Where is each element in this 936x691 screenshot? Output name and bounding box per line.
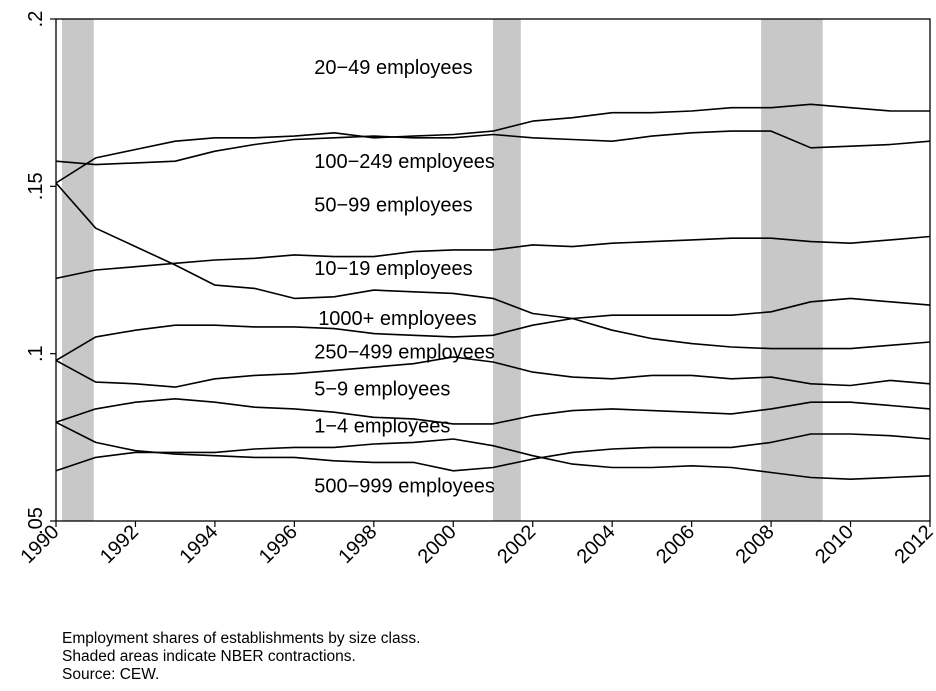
x-tick-label: 2000 <box>414 521 461 568</box>
series-label-4: 10−19 employees <box>314 258 472 280</box>
x-tick-label: 1998 <box>334 521 381 568</box>
series-label-1: 20−49 employees <box>314 57 472 79</box>
chart-notes: Employment shares of establishments by s… <box>62 630 420 684</box>
chart-area: 1990 1992 1994 1996 1998 2000 2002 2004 2006 2008… <box>17 11 936 568</box>
y-tick-label: .15 <box>25 172 47 200</box>
x-tick-label: 2006 <box>652 521 699 568</box>
recession-shading <box>61 19 823 521</box>
y-axis: .05 .1 .15 .2 <box>25 11 56 535</box>
x-tick-label: 1992 <box>96 521 143 568</box>
x-tick-label: 2004 <box>573 521 620 568</box>
series-label-6: 250−499 employees <box>314 342 495 364</box>
recession-band-2 <box>493 19 521 521</box>
series-label-9: 500−999 employees <box>314 476 495 498</box>
series-line-8 <box>55 421 931 472</box>
series-label-5: 1000+ employees <box>318 308 476 330</box>
note-description: Employment shares of establishments by s… <box>62 630 421 647</box>
x-tick-label: 2012 <box>891 521 936 568</box>
recession-band-3 <box>761 19 823 521</box>
x-axis: 1990 1992 1994 1996 1998 2000 2002 2004 2006 2008… <box>17 521 936 568</box>
series-line-2 <box>55 130 931 166</box>
series-labels: 20−49 employees 100−249 employees 50−99 em… <box>314 57 495 497</box>
series-lines <box>55 103 931 481</box>
series-line-4 <box>55 182 931 350</box>
series-line-5 <box>55 297 931 362</box>
plot-frame <box>55 18 931 522</box>
series-line-9 <box>55 438 931 481</box>
y-tick-label: .2 <box>25 11 47 28</box>
x-tick-label: 2010 <box>811 521 858 568</box>
y-tick-label: .1 <box>25 345 47 362</box>
series-line-1 <box>55 103 930 184</box>
series-line-6 <box>55 356 931 388</box>
x-tick-label: 2002 <box>493 521 540 568</box>
x-tick-label: 2008 <box>732 521 779 568</box>
series-line-3 <box>55 235 931 280</box>
recession-band-1 <box>61 19 94 521</box>
note-source: Source: CEW. <box>62 666 160 683</box>
line-chart: 1990 1992 1994 1996 1998 2000 2002 2004 2006 2008… <box>17 11 936 568</box>
x-tick-label: 1994 <box>175 521 222 568</box>
series-label-3: 50−99 employees <box>314 194 472 216</box>
y-tick-label: .05 <box>25 507 47 535</box>
series-line-7 <box>55 397 931 425</box>
x-tick-label: 1996 <box>255 521 302 568</box>
series-label-7: 5−9 employees <box>314 379 450 401</box>
series-label-8: 1−4 employees <box>314 415 450 437</box>
note-shading: Shaded areas indicate NBER contractions. <box>62 648 356 665</box>
series-label-2: 100−249 employees <box>314 151 495 173</box>
